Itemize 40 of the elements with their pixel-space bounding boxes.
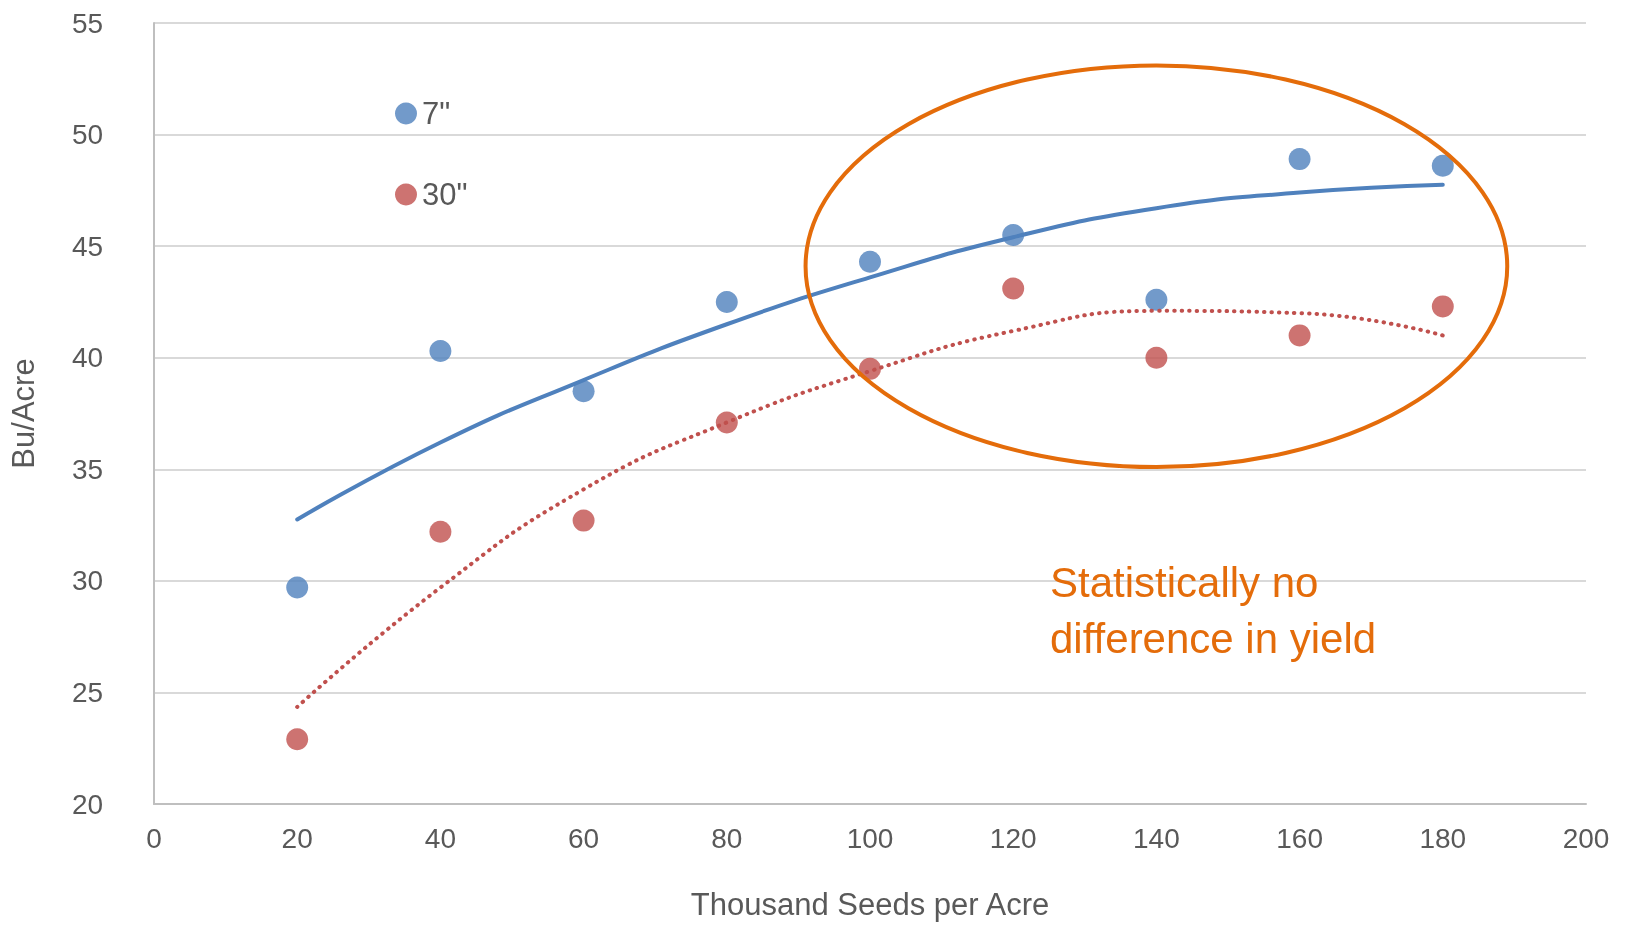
point xyxy=(572,380,595,403)
x-tick-label: 80 xyxy=(711,822,743,854)
point xyxy=(286,728,309,751)
x-tick-label: 60 xyxy=(568,822,600,854)
y-tick-label: 45 xyxy=(72,230,104,262)
point xyxy=(1431,295,1454,318)
x-tick-label: 0 xyxy=(146,822,162,854)
annotation: Statistically no difference in yield xyxy=(1050,558,1378,664)
x-tick-label: 40 xyxy=(424,822,456,854)
y-axis-title: Bu/Acre xyxy=(6,358,41,469)
legend-label: 7" xyxy=(422,96,451,131)
y-tick-label: 40 xyxy=(72,342,104,374)
x-tick-label: 140 xyxy=(1133,822,1180,854)
point xyxy=(286,576,309,599)
point xyxy=(1002,277,1025,300)
y-tick-label: 35 xyxy=(72,453,104,485)
y-tick-label: 20 xyxy=(72,788,104,820)
point xyxy=(572,509,595,532)
point xyxy=(715,290,738,313)
y-tick-label: 25 xyxy=(72,676,104,708)
point xyxy=(1145,288,1168,311)
x-tick-label: 180 xyxy=(1419,822,1467,854)
point xyxy=(429,520,452,543)
line-series xyxy=(295,182,1445,522)
x-tick-label: 100 xyxy=(846,822,894,854)
y-tick-label: 55 xyxy=(72,7,104,39)
y-tick-label: 50 xyxy=(72,119,104,151)
legend-label: 30" xyxy=(422,177,468,212)
x-tick-label: 120 xyxy=(989,822,1037,854)
x-tick-label: 20 xyxy=(281,822,313,854)
point xyxy=(859,250,881,273)
point xyxy=(1288,148,1311,171)
point xyxy=(1145,346,1168,369)
x-tick-label: 200 xyxy=(1562,822,1610,854)
point xyxy=(1288,324,1311,347)
point xyxy=(429,340,452,363)
x-axis-title: Thousand Seeds per Acre xyxy=(690,887,1050,922)
y-tick-label: 30 xyxy=(72,565,104,597)
point xyxy=(1431,154,1454,177)
x-tick-label: 160 xyxy=(1276,822,1323,854)
